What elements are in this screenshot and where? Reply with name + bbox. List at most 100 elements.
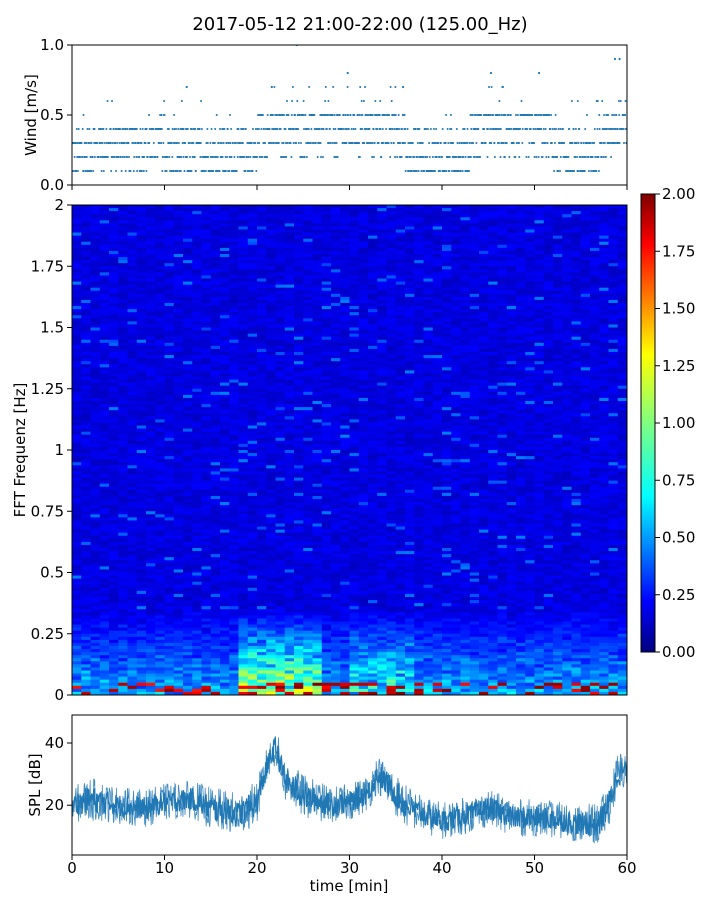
spectrogram-cell (284, 254, 295, 258)
spectrogram-cell (488, 364, 499, 368)
spectrogram-cell (127, 318, 138, 322)
spectrogram-cell (81, 211, 92, 215)
spectrogram-cell (553, 284, 563, 289)
spectrogram-cell (173, 327, 184, 332)
spectrogram-cell (72, 247, 82, 252)
wind-point (224, 170, 227, 172)
spectrogram-cell (229, 303, 240, 307)
spectrogram-cell (136, 281, 147, 286)
spectrogram-cell (155, 364, 166, 368)
spectrogram-cell (405, 370, 415, 375)
wind-point (473, 114, 476, 116)
spectrogram-cell (183, 342, 193, 347)
spectrogram-cell (192, 208, 203, 212)
spectrogram-cell (580, 238, 591, 243)
spectrogram-cell (201, 238, 212, 243)
spectrogram-cell (608, 306, 619, 310)
wind-point (397, 114, 400, 116)
spectrogram-cell (497, 342, 508, 347)
wind-point (303, 128, 305, 130)
wind-point (216, 170, 219, 172)
spectrogram-cell (312, 373, 323, 378)
wind-point (497, 114, 500, 116)
spectrogram-cell (516, 306, 526, 310)
spectrogram-cell (229, 296, 240, 301)
spectrogram-cell (136, 361, 147, 365)
spectrogram-cell (220, 345, 230, 350)
spectrogram-cell (377, 324, 388, 329)
spectrogram-cell (608, 244, 619, 249)
spectrogram-cell (192, 254, 203, 258)
spectrogram-cell (136, 333, 147, 338)
spectrogram-cell (220, 339, 230, 344)
spectrogram-cell (479, 355, 489, 359)
wind-point (437, 142, 440, 144)
wind-point (596, 100, 599, 102)
spectrogram-cell (321, 272, 332, 277)
spectrogram-cell (506, 345, 517, 350)
spectrogram-cell (617, 208, 627, 212)
spectrogram-cell (442, 232, 452, 237)
spectrogram-cell (608, 296, 619, 301)
spectrogram-cell (312, 293, 323, 298)
spectrogram-cell (72, 379, 82, 384)
spectrogram-cell (516, 309, 526, 313)
spectrogram-cell (127, 333, 138, 338)
spectrogram-cell (340, 232, 351, 237)
spectrogram-cell (571, 358, 582, 362)
spectrogram-cell (155, 275, 166, 280)
wind-point (246, 156, 248, 158)
spectrogram-cell (442, 370, 452, 375)
wind-point (477, 128, 480, 130)
spectrogram-cell (506, 241, 517, 246)
wind-point (611, 114, 614, 116)
spectrogram-cell (155, 247, 166, 252)
spectrogram-cell (368, 290, 378, 295)
spectrogram-cell (183, 287, 193, 292)
wind-point (435, 128, 438, 130)
spectrogram-cell (386, 247, 397, 252)
spectrogram-cell (331, 293, 341, 298)
spectrogram-cell (349, 373, 360, 378)
spectrogram-cell (109, 376, 119, 381)
spectrogram-cell (303, 278, 314, 283)
spectrogram-cell (210, 257, 221, 261)
spectrogram-cell (321, 306, 332, 310)
spectrogram-cell (451, 358, 462, 362)
spectrogram-cell (553, 217, 563, 221)
wind-point (415, 170, 418, 172)
spectrogram-cell (136, 238, 147, 243)
spectrogram-cell (247, 208, 258, 212)
wind-point (302, 114, 305, 116)
spectrogram-cell (118, 309, 129, 313)
wind-point (266, 156, 268, 158)
spectrogram-cell (451, 306, 462, 310)
spectrogram-cell (136, 367, 147, 371)
spectrogram-cell (210, 269, 221, 273)
wind-point (145, 170, 148, 172)
spectrogram-cell (146, 244, 156, 249)
wind-point (583, 156, 586, 158)
spectrogram-cell (423, 281, 434, 286)
spectrogram-cell (349, 284, 360, 289)
spectrogram-cell (136, 296, 147, 301)
spectrogram-cell (599, 260, 610, 264)
spectrogram-cell (580, 324, 591, 329)
wind-point (402, 85, 405, 89)
spectrogram-cell (608, 348, 619, 353)
spectrogram-cell (118, 312, 129, 316)
spectrogram-cell (534, 232, 545, 237)
wind-point (173, 142, 176, 144)
spectrogram-cell (192, 217, 203, 221)
spectrogram-cell (275, 217, 286, 221)
spectrogram-cell (183, 229, 193, 234)
spectrogram-cell (229, 263, 240, 267)
spectrogram-cell (608, 241, 619, 246)
spectrogram-cell (266, 358, 277, 362)
spectrogram-cell (488, 257, 499, 261)
spectrogram-cell (146, 263, 156, 267)
spectrogram-cell (118, 290, 129, 295)
spectrogram-cell (405, 342, 415, 347)
spectrogram-cell (266, 306, 277, 310)
spectrogram-cell (377, 275, 388, 280)
